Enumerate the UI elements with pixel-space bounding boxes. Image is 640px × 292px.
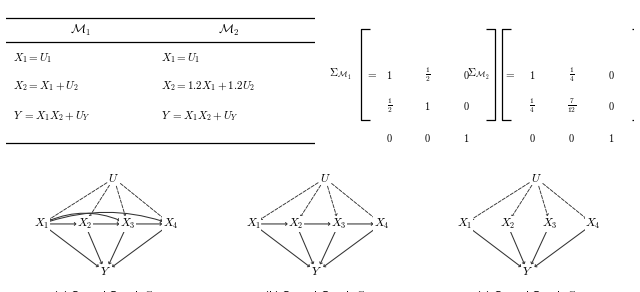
Text: $X_3$: $X_3$ bbox=[120, 217, 136, 231]
Text: $\frac{1}{2}$: $\frac{1}{2}$ bbox=[387, 97, 392, 115]
Text: $\Sigma_{\mathcal{M}_1}$: $\Sigma_{\mathcal{M}_1}$ bbox=[329, 67, 351, 82]
Text: $\frac{7}{12}$: $\frac{7}{12}$ bbox=[567, 97, 577, 115]
Text: $X_1$: $X_1$ bbox=[246, 217, 260, 231]
Text: $Y\ = X_1X_2 + U_Y$: $Y\ = X_1X_2 + U_Y$ bbox=[13, 109, 90, 123]
Text: (c) Causal Graph $G_3$: (c) Causal Graph $G_3$ bbox=[476, 288, 580, 292]
Text: $\mathcal{M}_1$: $\mathcal{M}_1$ bbox=[70, 22, 91, 38]
Text: $X_1 = U_1$: $X_1 = U_1$ bbox=[161, 51, 200, 65]
Text: $1$: $1$ bbox=[529, 69, 535, 81]
Text: $0$: $0$ bbox=[608, 69, 615, 81]
Text: $0$: $0$ bbox=[608, 100, 615, 112]
Text: $Y$: $Y$ bbox=[100, 265, 111, 279]
Text: $X_3$: $X_3$ bbox=[542, 217, 558, 231]
Text: $1$: $1$ bbox=[424, 100, 431, 112]
Text: $=$: $=$ bbox=[504, 69, 516, 80]
Text: $X_4$: $X_4$ bbox=[163, 217, 179, 231]
Text: (b) Causal Graph $G_2$: (b) Causal Graph $G_2$ bbox=[264, 288, 369, 292]
Text: $\frac{1}{2}$: $\frac{1}{2}$ bbox=[425, 65, 431, 84]
Text: $Y$: $Y$ bbox=[311, 265, 322, 279]
Text: $1$: $1$ bbox=[463, 132, 469, 144]
Text: $\Sigma_{\mathcal{M}_2}$: $\Sigma_{\mathcal{M}_2}$ bbox=[467, 67, 490, 82]
Text: $X_2$: $X_2$ bbox=[499, 217, 515, 231]
Text: $X_3$: $X_3$ bbox=[331, 217, 347, 231]
Text: $1$: $1$ bbox=[609, 132, 615, 144]
Text: $X_2$: $X_2$ bbox=[288, 217, 304, 231]
Text: $\mathcal{M}_2$: $\mathcal{M}_2$ bbox=[218, 22, 239, 38]
Text: $\frac{1}{4}$: $\frac{1}{4}$ bbox=[569, 65, 575, 84]
Text: $\frac{1}{4}$: $\frac{1}{4}$ bbox=[529, 97, 535, 115]
Text: $X_1$: $X_1$ bbox=[457, 217, 472, 231]
Text: $X_2 = 1.2X_1 + 1.2U_2$: $X_2 = 1.2X_1 + 1.2U_2$ bbox=[161, 79, 255, 93]
Text: $0$: $0$ bbox=[463, 69, 469, 81]
Text: $=$: $=$ bbox=[366, 69, 378, 80]
Text: $X_2$: $X_2$ bbox=[77, 217, 93, 231]
Text: $0$: $0$ bbox=[568, 132, 575, 144]
Text: $X_1$: $X_1$ bbox=[35, 217, 49, 231]
Text: $1$: $1$ bbox=[386, 69, 392, 81]
Text: $U$: $U$ bbox=[531, 172, 542, 185]
Text: $U$: $U$ bbox=[320, 172, 331, 185]
Text: $0$: $0$ bbox=[529, 132, 536, 144]
Text: $Y\ = X_1X_2 + U_Y$: $Y\ = X_1X_2 + U_Y$ bbox=[161, 109, 239, 123]
Text: $0$: $0$ bbox=[386, 132, 393, 144]
Text: $0$: $0$ bbox=[463, 100, 469, 112]
Text: $X_4$: $X_4$ bbox=[585, 217, 601, 231]
Text: $X_1 = U_1$: $X_1 = U_1$ bbox=[13, 51, 52, 65]
Text: $Y$: $Y$ bbox=[522, 265, 533, 279]
Text: $0$: $0$ bbox=[424, 132, 431, 144]
Text: $X_2 = X_1 + U_2$: $X_2 = X_1 + U_2$ bbox=[13, 79, 78, 93]
Text: $U$: $U$ bbox=[109, 172, 120, 185]
Text: (a) Causal Graph $G_1$: (a) Causal Graph $G_1$ bbox=[53, 288, 157, 292]
Text: $X_4$: $X_4$ bbox=[374, 217, 390, 231]
